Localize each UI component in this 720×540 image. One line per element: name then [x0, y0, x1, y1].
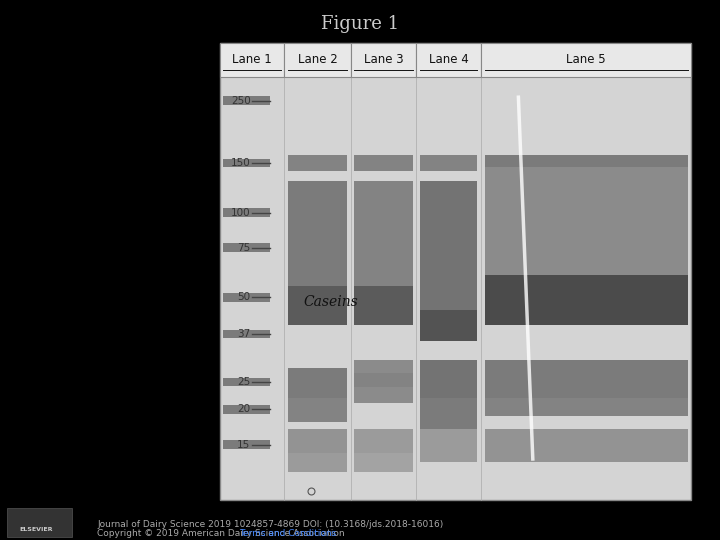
Bar	[223, 378, 270, 387]
Bar	[354, 453, 413, 472]
Bar	[220, 43, 284, 77]
Bar	[354, 180, 413, 286]
Bar	[420, 155, 477, 172]
Text: 75: 75	[238, 243, 251, 253]
Text: 20: 20	[238, 404, 251, 414]
Bar	[220, 43, 691, 500]
Bar	[420, 310, 477, 341]
Bar	[223, 244, 270, 252]
Bar	[354, 155, 413, 172]
Text: Caseins: Caseins	[304, 295, 359, 309]
Text: Terms and Conditions: Terms and Conditions	[240, 529, 337, 538]
Text: 50: 50	[238, 292, 251, 302]
Bar	[223, 330, 270, 339]
Text: Journal of Dairy Science 2019 1024857-4869 DOI: (10.3168/jds.2018-16016): Journal of Dairy Science 2019 1024857-48…	[97, 521, 444, 529]
Text: ELSEVIER: ELSEVIER	[19, 526, 53, 532]
Bar	[223, 293, 270, 302]
Bar	[485, 275, 688, 325]
Text: Lane 4: Lane 4	[428, 53, 469, 66]
Bar	[7, 508, 72, 537]
Bar	[485, 398, 688, 416]
Bar	[288, 368, 347, 398]
Text: Lane 5: Lane 5	[566, 53, 606, 66]
Text: Lane 2: Lane 2	[297, 53, 338, 66]
Text: Lane 3: Lane 3	[364, 53, 403, 66]
Bar	[354, 286, 413, 325]
Bar	[485, 155, 688, 167]
Text: 15: 15	[238, 440, 251, 449]
Bar	[416, 43, 481, 77]
Text: 25: 25	[238, 377, 251, 387]
Text: Figure 1: Figure 1	[321, 15, 399, 33]
Bar	[223, 96, 270, 105]
Text: 100: 100	[231, 207, 251, 218]
Bar	[288, 453, 347, 472]
Bar	[288, 155, 347, 172]
Bar	[420, 429, 477, 462]
Bar	[420, 360, 477, 398]
Text: 150: 150	[231, 158, 251, 168]
Bar	[223, 159, 270, 167]
Bar	[288, 398, 347, 422]
Bar	[288, 180, 347, 286]
Text: Lane 1: Lane 1	[232, 53, 272, 66]
Bar	[351, 43, 416, 77]
Text: 37: 37	[238, 329, 251, 339]
Bar	[223, 440, 270, 449]
Text: 250: 250	[231, 96, 251, 106]
Text: Copyright © 2019 American Dairy Science Association: Copyright © 2019 American Dairy Science …	[97, 529, 348, 538]
Bar	[223, 405, 270, 414]
Bar	[354, 429, 413, 453]
Bar	[420, 180, 477, 310]
Bar	[288, 429, 347, 453]
Bar	[354, 373, 413, 387]
Bar	[485, 167, 688, 275]
Bar	[223, 208, 270, 217]
Bar	[354, 387, 413, 403]
Bar	[485, 429, 688, 462]
Bar	[481, 43, 691, 77]
Bar	[485, 377, 688, 398]
Bar	[420, 398, 477, 429]
Bar	[354, 360, 413, 373]
Bar	[284, 43, 351, 77]
Bar	[288, 286, 347, 325]
Bar	[485, 360, 688, 377]
